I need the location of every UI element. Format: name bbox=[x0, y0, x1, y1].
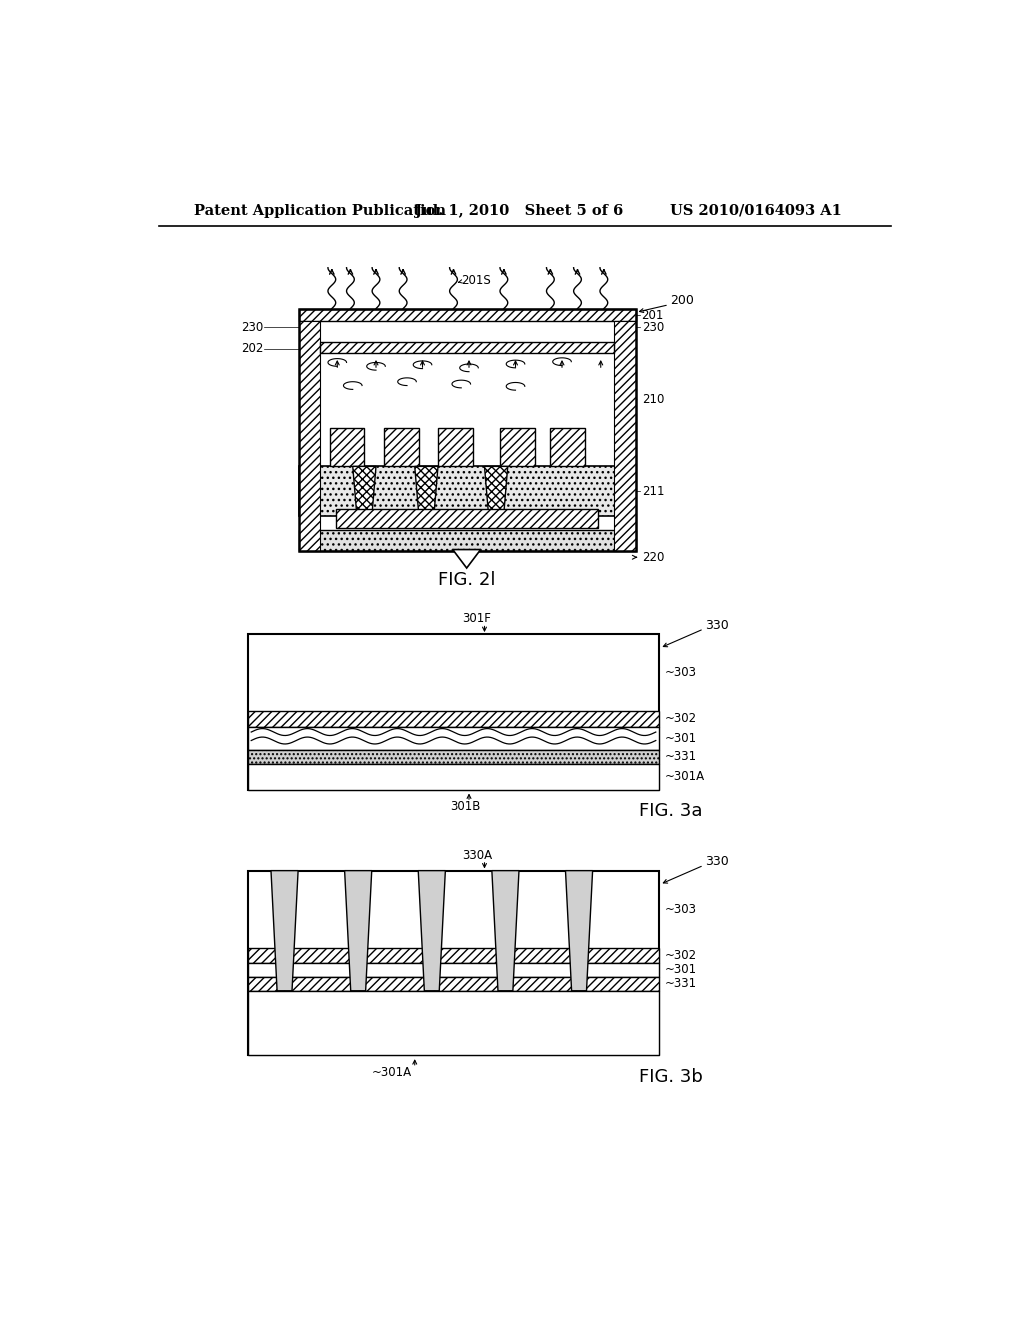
Text: 200: 200 bbox=[671, 294, 694, 308]
Text: ~303: ~303 bbox=[665, 903, 696, 916]
Polygon shape bbox=[565, 871, 593, 991]
Bar bbox=[299, 466, 636, 516]
Bar bbox=[248, 991, 658, 1056]
Polygon shape bbox=[418, 871, 445, 991]
Polygon shape bbox=[345, 871, 372, 991]
Text: 230: 230 bbox=[242, 321, 263, 334]
Text: 330A: 330A bbox=[462, 849, 492, 862]
Text: Jul. 1, 2010   Sheet 5 of 6: Jul. 1, 2010 Sheet 5 of 6 bbox=[415, 203, 623, 218]
Text: ~301A: ~301A bbox=[372, 1065, 412, 1078]
Bar bbox=[384, 428, 419, 466]
Bar bbox=[321, 342, 614, 354]
Text: Patent Application Publication: Patent Application Publication bbox=[194, 203, 445, 218]
Bar bbox=[248, 635, 658, 789]
Bar bbox=[248, 711, 658, 726]
Bar bbox=[248, 750, 658, 763]
Bar bbox=[614, 321, 636, 552]
Text: 210: 210 bbox=[642, 393, 665, 407]
Text: FIG. 3a: FIG. 3a bbox=[639, 803, 702, 820]
Polygon shape bbox=[352, 466, 376, 512]
Polygon shape bbox=[453, 549, 480, 568]
Bar bbox=[438, 428, 473, 466]
Text: 301F: 301F bbox=[462, 612, 492, 626]
Bar bbox=[299, 321, 321, 552]
Text: ~301: ~301 bbox=[665, 964, 696, 977]
Text: ~331: ~331 bbox=[665, 977, 696, 990]
Polygon shape bbox=[415, 466, 438, 512]
Bar bbox=[299, 529, 636, 552]
Text: FIG. 2l: FIG. 2l bbox=[438, 572, 496, 589]
Text: ~302: ~302 bbox=[665, 949, 696, 962]
Bar bbox=[248, 964, 658, 977]
Bar bbox=[248, 948, 658, 964]
Bar bbox=[299, 309, 636, 552]
Text: 201: 201 bbox=[641, 309, 664, 322]
Bar bbox=[500, 428, 535, 466]
Bar bbox=[299, 309, 636, 321]
Text: FIG. 3b: FIG. 3b bbox=[639, 1068, 702, 1086]
Text: 201S: 201S bbox=[461, 273, 490, 286]
Bar bbox=[550, 428, 586, 466]
Text: 330: 330 bbox=[706, 619, 729, 631]
Polygon shape bbox=[492, 871, 519, 991]
Text: US 2010/0164093 A1: US 2010/0164093 A1 bbox=[671, 203, 843, 218]
Polygon shape bbox=[271, 871, 298, 991]
Bar bbox=[330, 428, 365, 466]
Text: 330: 330 bbox=[706, 855, 729, 869]
Text: 202: 202 bbox=[242, 342, 263, 355]
Text: 211: 211 bbox=[642, 484, 665, 498]
Text: ~331: ~331 bbox=[665, 750, 696, 763]
Bar bbox=[248, 977, 658, 991]
Bar bbox=[336, 508, 598, 528]
Text: 230: 230 bbox=[642, 321, 665, 334]
Polygon shape bbox=[484, 466, 508, 512]
Bar bbox=[248, 726, 658, 750]
Text: ~301A: ~301A bbox=[665, 770, 705, 783]
Bar bbox=[248, 763, 658, 789]
Text: ~302: ~302 bbox=[665, 713, 696, 726]
Text: ~301: ~301 bbox=[665, 731, 696, 744]
Bar bbox=[248, 871, 658, 1056]
Text: 301B: 301B bbox=[450, 800, 480, 813]
Text: 220: 220 bbox=[642, 550, 665, 564]
Text: ~303: ~303 bbox=[665, 667, 696, 680]
